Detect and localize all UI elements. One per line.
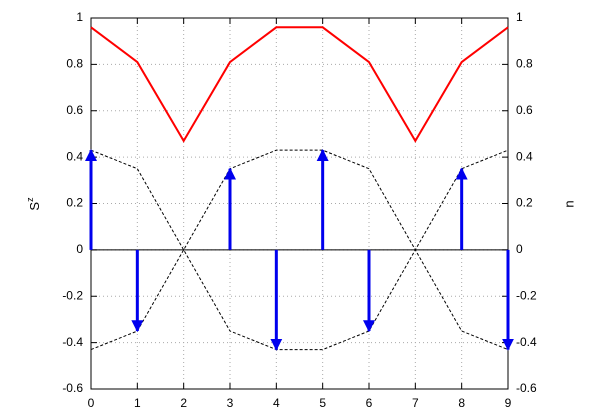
- y2-tick-label: 0.2: [516, 196, 533, 210]
- x-tick-label: 1: [134, 396, 141, 410]
- y2-tick-label: 0.4: [516, 149, 533, 163]
- x-tick-label: 2: [180, 396, 187, 410]
- y-tick-label: 0: [76, 242, 83, 256]
- y-tick-label: 0.4: [66, 149, 83, 163]
- y-tick-label: 0.6: [66, 103, 83, 117]
- y2-tick-label: 0.8: [516, 57, 533, 71]
- x-tick-label: 5: [319, 396, 326, 410]
- series-line: [90, 26, 509, 143]
- y-tick-label: -0.2: [62, 288, 83, 302]
- x-tick-label: 9: [505, 396, 512, 410]
- y-tick-label: 0.8: [66, 57, 83, 71]
- y2-tick-label: 0: [516, 242, 523, 256]
- x-tick-label: 3: [227, 396, 234, 410]
- x-tick-label: 0: [88, 396, 95, 410]
- y2-tick-label: 1: [516, 10, 523, 24]
- x-tick-label: 6: [366, 396, 373, 410]
- y2-tick-label: -0.2: [516, 288, 537, 302]
- y2-axis-label: n: [561, 200, 576, 207]
- y2-tick-label: -0.6: [516, 381, 537, 395]
- y-axis-label: Sz: [25, 197, 42, 211]
- y-tick-label: 0.2: [66, 196, 83, 210]
- y-tick-label: -0.6: [62, 381, 83, 395]
- y2-tick-label: -0.4: [516, 335, 537, 349]
- x-tick-label: 7: [412, 396, 419, 410]
- y-tick-label: 1: [76, 10, 83, 24]
- x-tick-label: 8: [458, 396, 465, 410]
- y-tick-label: -0.4: [62, 335, 83, 349]
- series-line: [90, 149, 509, 351]
- y2-tick-label: 0.6: [516, 103, 533, 117]
- series-line: [90, 149, 509, 351]
- x-tick-label: 4: [273, 396, 280, 410]
